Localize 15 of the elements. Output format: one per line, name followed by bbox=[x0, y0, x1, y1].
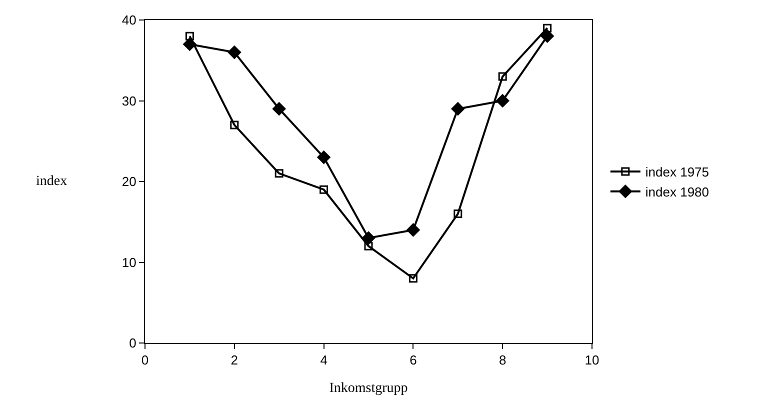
y-tick-label: 30 bbox=[122, 93, 136, 108]
x-tick-label: 10 bbox=[584, 352, 600, 368]
x-tick-label: 2 bbox=[230, 352, 238, 368]
x-tick-label: 6 bbox=[410, 352, 417, 368]
legend-label: index 1980 bbox=[645, 184, 710, 200]
y-tick-label: 10 bbox=[122, 254, 136, 270]
y-tick-label: 0 bbox=[129, 336, 136, 351]
x-axis-title: Inkomstgrupp bbox=[329, 380, 408, 396]
y-axis-title: index bbox=[36, 174, 68, 189]
y-tick-label: 20 bbox=[122, 174, 136, 190]
x-tick-label: 8 bbox=[498, 352, 506, 368]
legend-label: index 1975 bbox=[645, 164, 710, 180]
y-tick-label: 40 bbox=[122, 12, 136, 28]
x-tick-label: 4 bbox=[320, 352, 328, 368]
x-tick-label: 0 bbox=[141, 352, 149, 368]
